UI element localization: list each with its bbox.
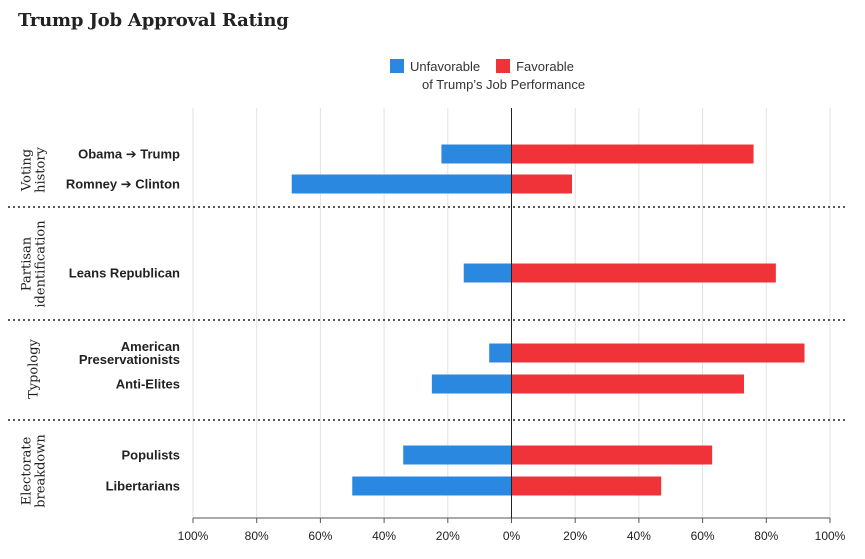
group-label: breakdown [34,434,49,508]
bar-unfavorable [489,343,512,363]
group-label: history [34,146,49,192]
bar-unfavorable [403,445,512,465]
x-tick-label: 100% [178,529,209,543]
legend-title: of Trump’s Job Performance [422,77,586,92]
legend: Unfavorable Favorable of Trump’s Job Per… [390,56,650,94]
category-label: Libertarians [106,479,180,494]
x-tick-label: 40% [627,529,651,543]
legend-swatch-unfavorable [390,59,404,73]
group-label: Typology [27,338,42,398]
bar-unfavorable [463,263,512,283]
x-tick-label: 20% [436,529,460,543]
category-label: American [121,339,180,354]
x-tick-label: 80% [754,529,778,543]
bar-unfavorable [291,174,512,194]
bar-unfavorable [441,144,512,164]
x-tick-label: 60% [308,529,332,543]
x-tick-label: 60% [691,529,715,543]
x-tick-label: 20% [563,529,587,543]
bar-unfavorable [431,374,512,394]
legend-label-unfavorable: Unfavorable [410,58,481,74]
bar-favorable [511,343,805,363]
bar-favorable [511,263,776,283]
legend-item-favorable: Favorable [496,59,574,74]
x-tick-label: 80% [245,529,269,543]
chart-title: Trump Job Approval Rating [18,10,289,31]
category-label: Anti-Elites [116,377,180,392]
legend-swatch-favorable [496,59,511,73]
group-label: identification [34,220,49,308]
group-label: Voting [20,149,35,192]
x-tick-label: 100% [815,529,846,543]
x-tick-label: 40% [372,529,396,543]
bar-favorable [511,476,662,496]
bar-favorable [511,374,745,394]
category-label: Obama ➔ Trump [78,147,180,162]
group-label: Partisan [20,236,35,291]
legend-label-favorable: Favorable [516,58,574,74]
bar-favorable [511,174,573,194]
x-tick-label: 0% [503,529,521,543]
bar-favorable [511,144,754,164]
bar-unfavorable [352,476,512,496]
category-label: Preservationists [79,352,180,367]
bar-favorable [511,445,713,465]
group-label: Electorate [20,436,35,505]
category-label: Leans Republican [69,266,180,281]
legend-row: Unfavorable Favorable [390,56,650,76]
legend-item-unfavorable: Unfavorable [390,59,480,74]
category-label: Romney ➔ Clinton [66,177,180,192]
category-label: Populists [121,448,180,463]
